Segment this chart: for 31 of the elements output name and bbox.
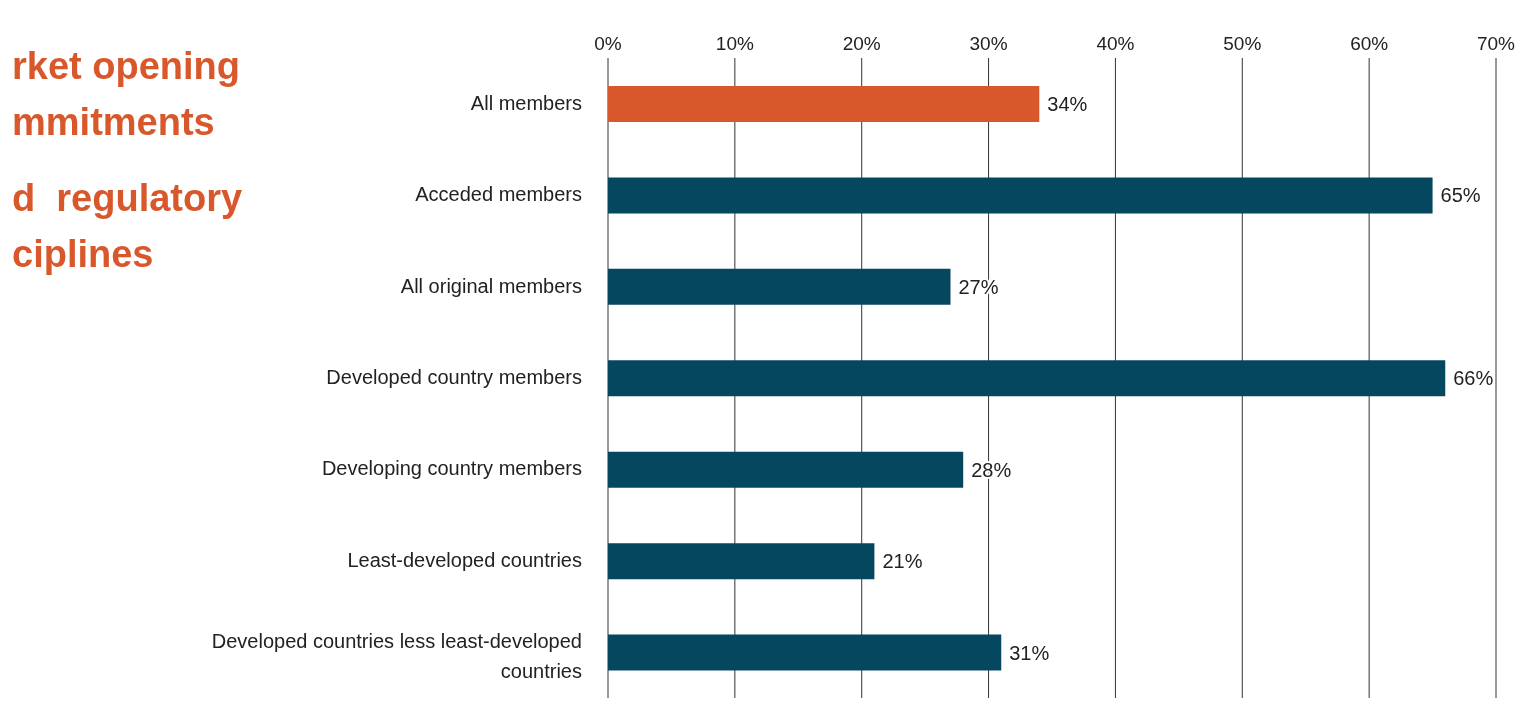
y-tick-label: Acceded members (415, 183, 582, 206)
text: mmitments (12, 100, 216, 145)
data-label: 34% (1047, 93, 1088, 115)
data-label: 21% (882, 550, 923, 573)
data-label: 31% (1009, 641, 1050, 664)
bar (608, 177, 1433, 214)
text: ciplines (12, 232, 155, 277)
x-tick-label: 20% (842, 33, 881, 54)
x-tick-label: 10% (715, 33, 754, 54)
bar (608, 451, 964, 488)
x-tick-label: 50% (1223, 33, 1262, 54)
bar (608, 268, 951, 305)
y-tick-label: Developed countries less least-developed countries (211, 630, 582, 683)
data-label: 66% (1453, 367, 1494, 390)
text: rket opening (12, 44, 242, 89)
bar (608, 543, 875, 580)
x-tick-label: 60% (1350, 33, 1389, 54)
bar (608, 86, 1040, 122)
y-tick-label: All original members (400, 274, 582, 297)
bar (608, 634, 1002, 671)
bar (608, 360, 1446, 397)
x-tick-label: 30% (969, 33, 1008, 54)
x-tick-label: 0% (594, 33, 622, 54)
y-tick-label: Developed country members (326, 366, 582, 388)
y-tick-label: Developing country members (321, 457, 582, 480)
x-tick-label: 70% (1476, 33, 1516, 54)
x-tick-label: 40% (1096, 33, 1135, 54)
y-tick-label: Least-developed countries (347, 548, 582, 571)
y-tick-label: All members (470, 91, 582, 114)
text: d regulatory (12, 176, 243, 221)
data-label: 65% (1440, 184, 1481, 207)
